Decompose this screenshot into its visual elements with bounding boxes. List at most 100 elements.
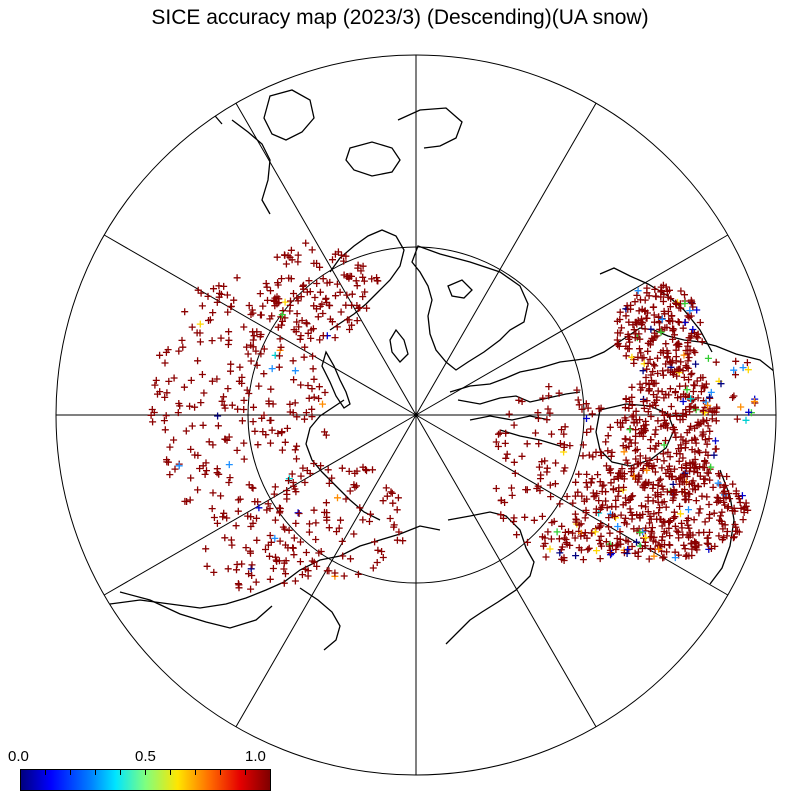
station-marker xyxy=(654,370,662,377)
station-marker xyxy=(304,572,312,580)
station-marker xyxy=(600,481,608,489)
station-marker xyxy=(677,287,685,295)
station-marker xyxy=(744,506,752,514)
station-marker xyxy=(546,409,554,417)
station-marker xyxy=(701,518,709,526)
station-marker xyxy=(622,435,630,443)
station-marker xyxy=(301,479,309,486)
station-marker xyxy=(297,381,305,389)
station-marker xyxy=(712,437,719,445)
station-marker xyxy=(694,469,702,477)
station-marker xyxy=(278,446,286,454)
station-marker xyxy=(324,466,332,474)
station-marker xyxy=(291,446,299,454)
station-marker xyxy=(700,480,708,488)
station-marker xyxy=(267,287,274,295)
greenland-coast xyxy=(411,245,529,371)
station-marker xyxy=(656,504,664,512)
station-marker xyxy=(204,292,212,300)
station-marker xyxy=(210,285,217,293)
station-marker xyxy=(638,354,646,362)
station-marker xyxy=(659,347,667,355)
station-marker xyxy=(616,329,624,337)
station-marker xyxy=(524,538,531,546)
station-marker xyxy=(281,298,289,306)
station-marker xyxy=(247,585,255,593)
colorbar-tick xyxy=(220,769,221,775)
station-marker xyxy=(642,534,650,542)
station-marker xyxy=(348,290,356,298)
station-marker xyxy=(638,502,645,510)
station-marker xyxy=(317,462,325,470)
station-marker xyxy=(616,535,624,543)
station-marker xyxy=(308,413,316,421)
station-marker xyxy=(688,369,696,377)
station-marker xyxy=(706,476,714,484)
station-marker xyxy=(622,395,630,403)
station-marker xyxy=(243,386,251,394)
station-marker xyxy=(359,262,367,270)
station-marker xyxy=(643,397,651,405)
station-marker xyxy=(210,514,218,521)
station-marker xyxy=(706,393,713,401)
station-marker xyxy=(687,371,695,379)
station-marker xyxy=(734,492,742,500)
station-marker xyxy=(739,364,747,372)
station-marker xyxy=(683,363,691,371)
station-marker xyxy=(249,328,257,336)
station-marker xyxy=(624,459,632,467)
station-marker xyxy=(662,503,670,511)
station-marker xyxy=(293,413,301,421)
station-marker xyxy=(644,347,652,355)
station-marker xyxy=(587,478,595,486)
station-marker xyxy=(583,534,591,542)
station-marker xyxy=(630,359,638,367)
station-marker xyxy=(553,528,561,536)
station-marker xyxy=(268,365,276,373)
station-marker xyxy=(593,547,600,555)
station-marker xyxy=(691,436,699,444)
station-marker xyxy=(617,511,625,519)
station-marker xyxy=(340,572,348,580)
station-marker xyxy=(648,334,656,342)
station-marker xyxy=(657,283,665,291)
station-marker xyxy=(359,516,367,524)
station-marker xyxy=(628,393,636,401)
station-marker xyxy=(646,519,653,527)
station-marker xyxy=(233,446,241,454)
station-marker xyxy=(652,292,660,300)
station-marker xyxy=(590,493,598,501)
station-marker xyxy=(162,412,170,420)
station-marker xyxy=(584,546,592,554)
station-marker xyxy=(548,519,556,527)
station-marker xyxy=(293,455,300,463)
station-marker xyxy=(625,345,633,353)
station-marker xyxy=(596,555,604,563)
station-marker xyxy=(533,485,541,492)
station-marker xyxy=(573,386,581,394)
station-marker xyxy=(655,313,663,321)
station-marker xyxy=(721,521,729,529)
station-marker xyxy=(705,501,713,508)
station-marker xyxy=(695,509,703,517)
station-marker xyxy=(686,490,694,498)
station-marker xyxy=(679,324,687,332)
station-marker xyxy=(266,532,274,539)
station-marker xyxy=(220,509,228,517)
station-marker xyxy=(267,385,275,393)
station-marker xyxy=(730,533,738,541)
station-marker xyxy=(599,501,607,509)
station-marker xyxy=(644,309,651,317)
station-marker xyxy=(175,347,183,355)
station-marker xyxy=(607,452,615,460)
station-marker xyxy=(705,469,712,477)
station-marker xyxy=(675,319,683,326)
station-marker xyxy=(614,523,622,530)
station-marker xyxy=(671,465,678,473)
station-marker xyxy=(247,523,255,530)
station-marker xyxy=(569,529,577,537)
station-marker xyxy=(644,497,652,505)
station-marker xyxy=(638,305,646,313)
station-marker xyxy=(309,365,317,373)
station-marker xyxy=(708,407,716,415)
